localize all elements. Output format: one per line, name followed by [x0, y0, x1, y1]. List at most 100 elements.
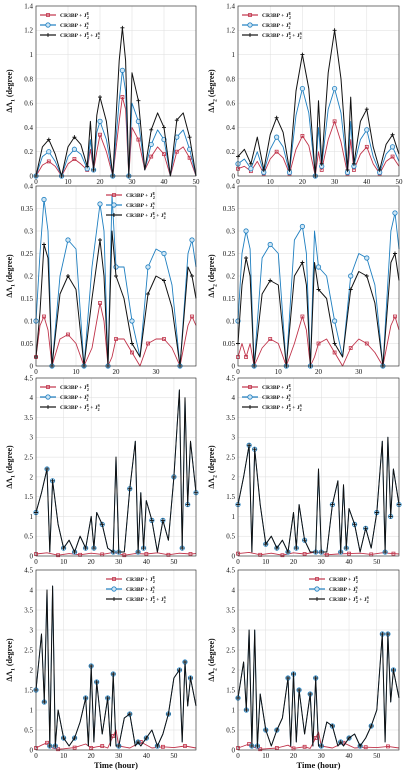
x-tick-label: 10	[73, 368, 81, 376]
data-point	[243, 228, 249, 234]
y-tick-label: 3.5	[226, 606, 235, 614]
y-tick-label: 0	[30, 172, 34, 180]
series-line	[237, 29, 400, 177]
data-point	[89, 746, 94, 750]
data-point	[145, 264, 151, 270]
data-point	[136, 740, 141, 744]
y-tick-label: 0.2	[226, 272, 235, 280]
data-point	[364, 274, 369, 278]
data-point	[268, 278, 273, 283]
y-tick-label: 1	[30, 51, 34, 59]
x-tick-label: 30	[129, 178, 137, 186]
data-point	[319, 744, 324, 748]
y-tick-label: 3	[30, 626, 34, 634]
data-point	[83, 696, 88, 700]
data-point	[182, 660, 187, 664]
data-point	[324, 552, 329, 557]
data-point	[111, 734, 116, 738]
data-point	[72, 745, 77, 750]
data-point	[122, 553, 127, 558]
y-tick-label: 3	[30, 434, 34, 442]
y-tick-label: 0.2	[24, 272, 33, 280]
data-point	[45, 740, 49, 745]
data-point	[388, 514, 393, 519]
data-point	[66, 332, 70, 337]
series-2	[34, 389, 198, 555]
data-point	[98, 95, 102, 100]
data-point	[188, 552, 193, 556]
data-point	[363, 526, 368, 531]
data-point	[174, 149, 179, 154]
x-tick-label: 50	[170, 558, 178, 566]
data-point	[300, 314, 305, 319]
x-tick-label: 0	[236, 558, 240, 566]
data-point	[319, 161, 324, 166]
plot-frame	[35, 185, 197, 367]
plot-frame	[237, 5, 400, 177]
y-tick-label: 0	[232, 552, 236, 560]
y-tick-label: 2	[232, 473, 236, 481]
y-tick-label: 2	[30, 666, 34, 674]
legend-marker	[46, 385, 50, 389]
series-line	[35, 69, 197, 177]
series-1	[235, 210, 400, 369]
data-point	[385, 744, 390, 749]
data-point	[180, 546, 185, 551]
data-point	[258, 552, 263, 557]
x-tick-label: 0	[34, 558, 38, 566]
legend-marker	[247, 394, 253, 400]
data-point	[331, 318, 338, 324]
y-tick-label: 0.05	[223, 340, 236, 348]
series-2	[34, 585, 197, 748]
data-point	[116, 550, 121, 555]
data-point	[161, 250, 167, 257]
legend-marker	[248, 13, 252, 17]
data-point	[299, 223, 305, 230]
data-point	[50, 478, 55, 483]
series-line	[35, 585, 197, 747]
data-point	[162, 152, 166, 157]
legend-marker	[46, 33, 50, 37]
data-point	[61, 736, 66, 740]
data-point	[162, 125, 166, 130]
x-tick-label: 50	[396, 178, 404, 186]
chart-panel-1-2: 0 10 20 30 40 50 0 0.2 0.4 0.6 0.8 1 1.2 1.4 ΔΛ2 (degr…	[207, 2, 403, 186]
data-point	[46, 149, 52, 155]
x-tick-label: 0	[236, 178, 240, 186]
data-point	[187, 155, 192, 160]
y-tick-label: 0.4	[24, 182, 33, 190]
y-tick-label: 1	[232, 706, 236, 714]
y-tick-label: 1	[232, 513, 236, 521]
y-tick-label: 0.4	[226, 124, 235, 132]
data-point	[332, 28, 337, 33]
y-tick-label: 4	[232, 586, 236, 594]
data-point	[42, 700, 47, 704]
y-tick-label: 1.5	[24, 686, 33, 694]
legend-entry: CR3BP + JS 2	[126, 585, 156, 594]
plot-frame	[237, 569, 400, 751]
data-point	[148, 141, 154, 148]
y-tick-label: 1	[232, 51, 236, 59]
data-point	[285, 676, 290, 680]
series-line	[237, 212, 400, 367]
y-tick-label: 0.5	[226, 726, 235, 734]
legend-entry: CR3BP + JS 2	[329, 585, 359, 594]
data-point	[364, 341, 369, 346]
y-tick-label: 0.25	[21, 250, 34, 258]
legend-entry: CR3BP + JE 2	[60, 383, 90, 392]
series-line	[35, 96, 197, 177]
plot-frame	[237, 377, 400, 557]
data-point	[248, 166, 254, 172]
data-point	[136, 137, 141, 142]
y-tick-label: 2.5	[226, 454, 235, 462]
series-1	[235, 85, 400, 179]
x-tick-label: 30	[355, 368, 363, 376]
data-point	[291, 672, 296, 676]
y-tick-label: 0.4	[226, 182, 235, 190]
data-point	[302, 538, 307, 543]
data-point	[119, 67, 126, 73]
data-point	[56, 747, 60, 752]
y-tick-label: 3.5	[24, 606, 33, 614]
legend-entry: CR3BP + JE 2 + JS 2	[126, 595, 167, 604]
